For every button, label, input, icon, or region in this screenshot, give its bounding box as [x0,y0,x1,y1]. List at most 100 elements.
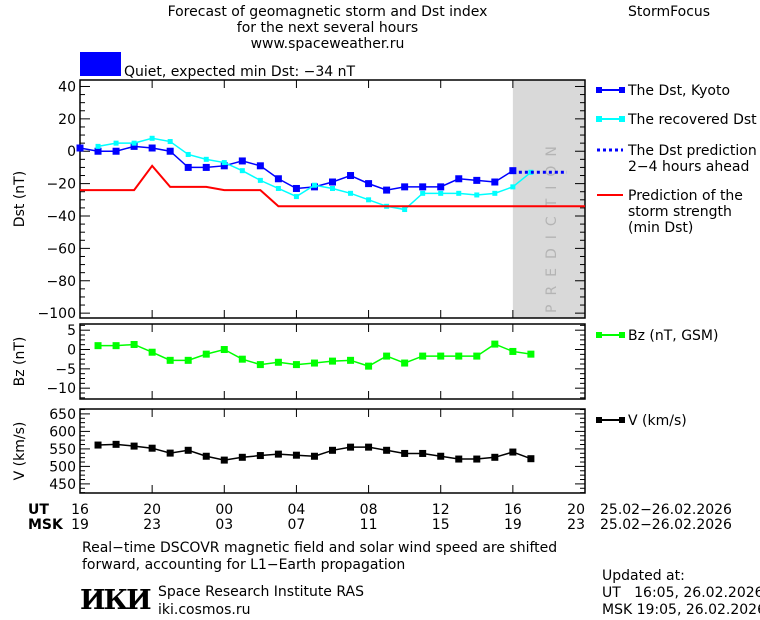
data-point [473,176,481,184]
data-point [220,162,228,170]
y-axis-label: V (km/s) [12,422,28,481]
data-point [148,444,156,452]
data-point [202,163,210,171]
data-point [509,167,517,175]
x-tick-label-ut: 16 [504,502,522,518]
data-point [310,452,318,460]
data-point [112,147,120,155]
y-tick-label: −100 [38,306,76,322]
data-point [491,453,499,461]
data-point [185,151,191,157]
y-tick-label: −10 [46,381,76,397]
data-point [491,178,499,186]
data-point [184,446,192,454]
legend-marker [619,87,625,93]
data-point [419,183,427,191]
brand-name: StormFocus [628,4,711,20]
legend-entry: The recovered Dst [596,112,757,128]
data-point [131,140,137,146]
legend-label: Prediction of the [628,188,743,204]
chart-title-url[interactable]: www.spaceweather.ru [250,36,405,52]
data-point [257,177,263,183]
legend-label: The Dst, Kyoto [627,83,730,99]
data-point [275,185,281,191]
data-point [527,350,535,358]
data-point [203,156,209,162]
data-point [239,168,245,174]
legend-label: Bz (nT, GSM) [628,328,718,344]
data-point [510,184,516,190]
legend-marker [596,116,602,122]
data-point [166,356,174,364]
data-point [366,197,372,203]
updated-msk: MSK 19:05, 26.02.2026 [602,602,760,618]
y-tick-label: 450 [49,477,76,493]
panel-frame-0 [79,79,586,319]
data-point [329,357,336,365]
data-point [438,190,444,196]
data-point [365,443,373,451]
data-point [130,442,138,450]
x-tick-label-msk: 19 [504,517,522,533]
x-tick-label-msk: 15 [432,517,450,533]
x-tick-label-ut: 20 [143,502,161,518]
data-point [94,342,102,350]
x-tick-label-ut: 20 [567,502,585,518]
data-point [166,147,174,155]
data-point [130,142,138,150]
data-point [419,449,427,457]
data-point [113,140,119,146]
data-point [455,175,463,183]
data-point [474,192,480,198]
data-point [347,172,355,180]
data-point [184,356,192,364]
data-point [94,147,102,155]
y-tick-label: 40 [58,79,76,95]
data-point [509,448,517,456]
data-point [401,183,409,191]
y-tick-label: 500 [49,459,76,475]
y-tick-label: 20 [58,112,76,128]
x-tick-label-msk: 23 [143,517,161,533]
data-point [383,352,391,360]
status-color-box [80,52,121,76]
legend-label: The Dst prediction [627,143,757,159]
legend-marker [596,87,602,93]
y-tick-label: 5 [67,323,76,339]
data-point [202,452,210,460]
data-point [274,175,282,183]
iki-logo: ИКИ [80,585,152,616]
ut-date-range: 25.02−26.02.2026 [600,502,732,518]
x-tick-label-msk: 07 [288,517,306,533]
x-tick-label-ut: 08 [360,502,378,518]
x-tick-label-ut: 04 [288,502,306,518]
msk-label: MSK [28,517,64,533]
legend-marker [619,332,625,338]
legend-entry: V (km/s) [596,413,687,429]
data-point [148,348,156,356]
data-point [420,190,426,196]
x-tick-label-msk: 19 [71,517,89,533]
data-point [292,361,300,369]
y-axis-label: Dst (nT) [12,171,28,227]
data-point [148,144,156,152]
data-point [95,143,101,149]
data-point [365,180,373,188]
data-point [76,144,84,152]
chart-title-line-1: Forecast of geomagnetic storm and Dst in… [167,4,488,20]
institute-site[interactable]: iki.cosmos.ru [158,602,251,618]
data-point [202,350,210,358]
data-point [166,449,174,457]
x-tick-label-ut: 16 [71,502,89,518]
data-point [401,449,409,457]
data-point [112,440,120,448]
x-tick-label-msk: 03 [215,517,233,533]
legend-label: V (km/s) [628,413,687,429]
y-tick-label: −40 [46,209,76,225]
data-point [365,362,373,370]
status-text: Quiet, expected min Dst: −34 nT [124,64,356,80]
y-tick-label: −5 [55,362,76,378]
series-line-0-1 [97,137,532,211]
